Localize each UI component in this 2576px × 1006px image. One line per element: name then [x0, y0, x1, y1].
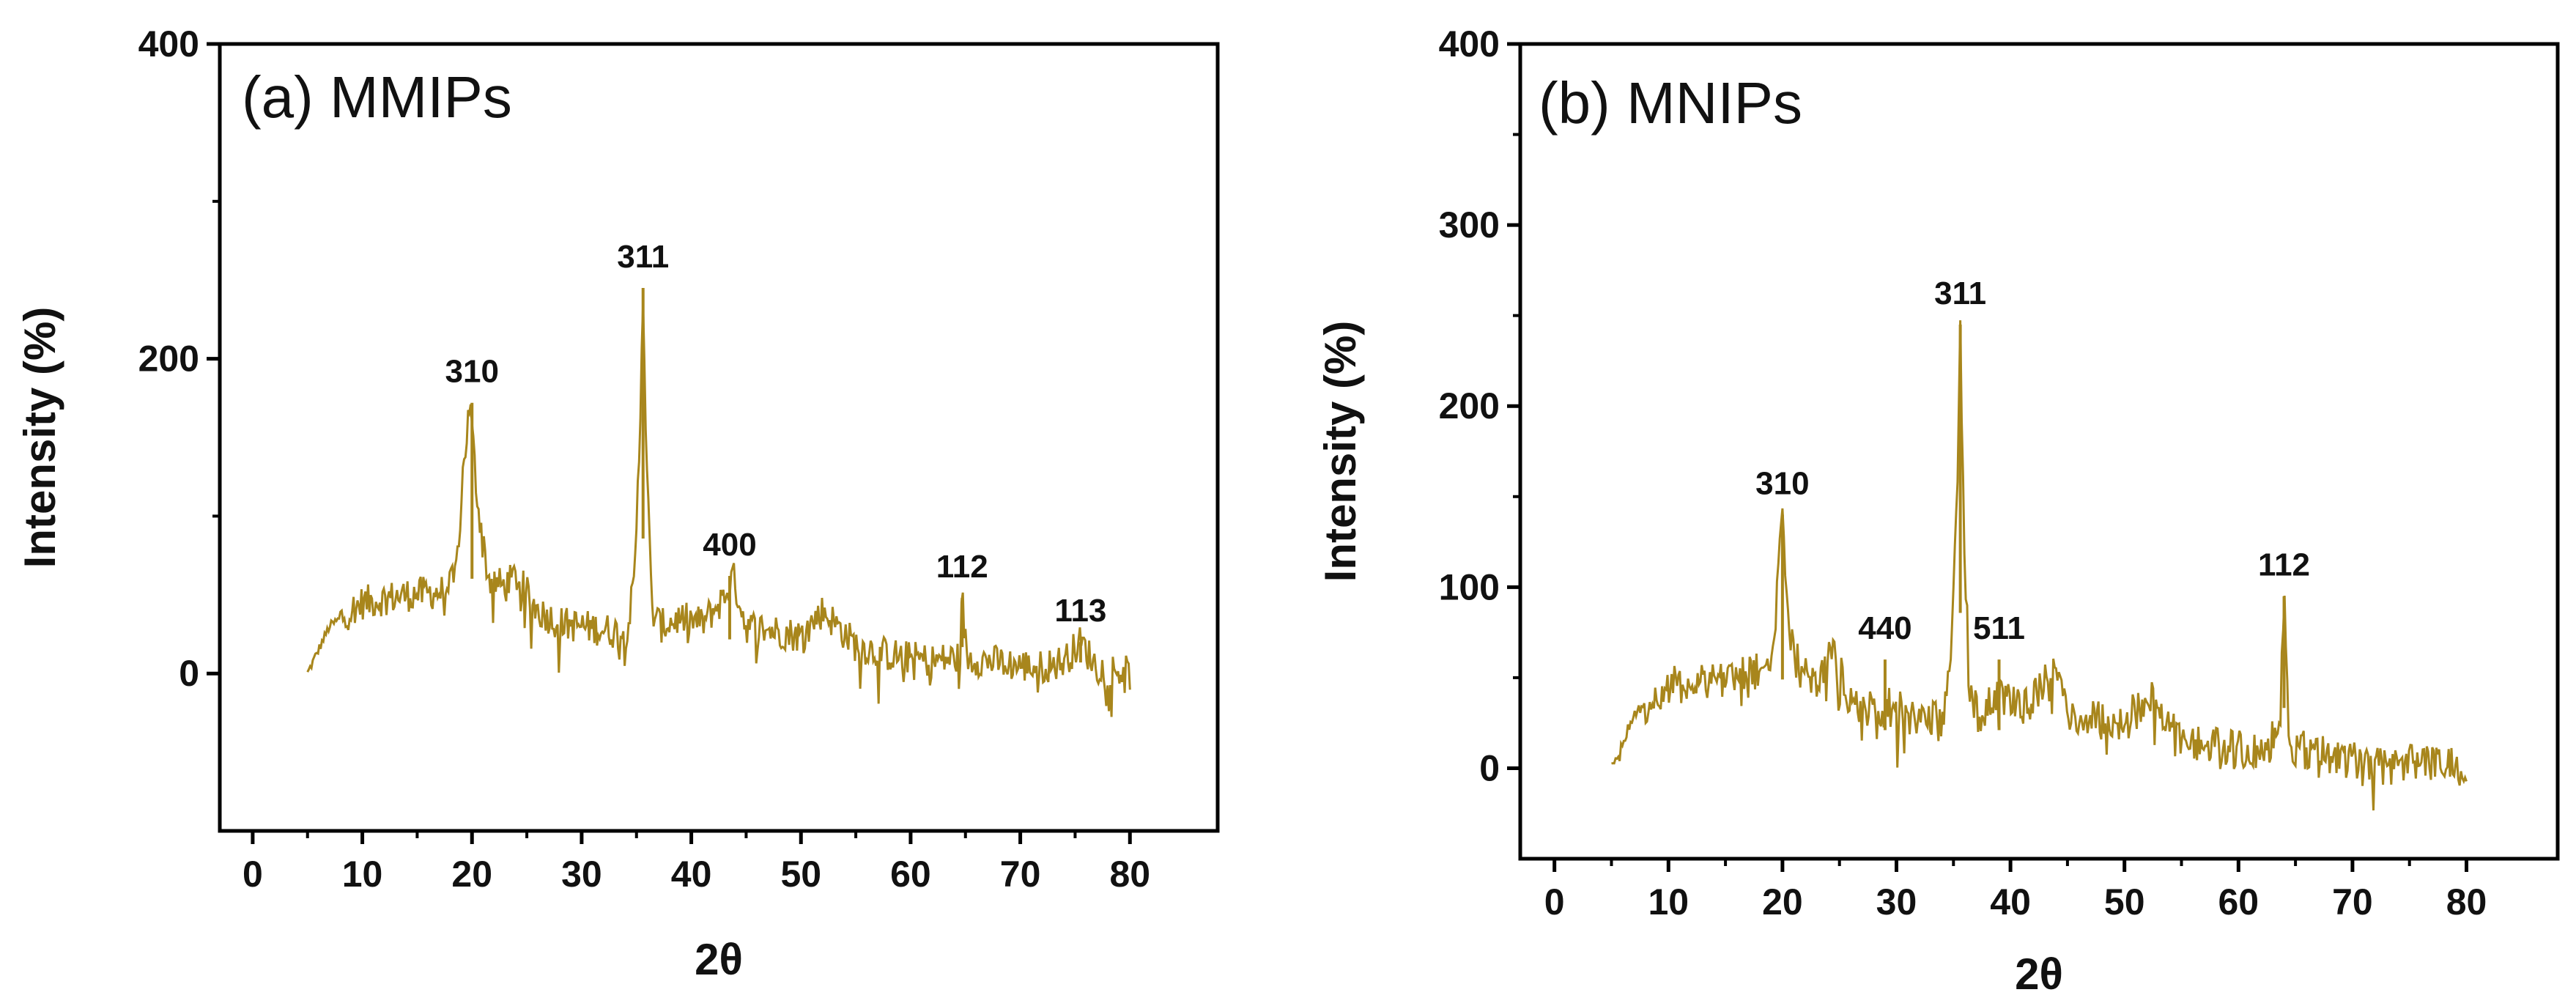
x-tick-label: 70	[2332, 881, 2373, 922]
xrd-series-line	[306, 304, 1131, 717]
y-axis-title: Intensity (%)	[1316, 321, 1365, 582]
x-tick-label: 70	[1000, 854, 1041, 895]
x-axis-title: 2θ	[695, 935, 743, 984]
x-tick-label: 30	[561, 854, 602, 895]
x-tick-label: 40	[1990, 881, 2031, 922]
x-tick-label: 20	[1762, 881, 1803, 922]
plot-frame	[218, 42, 1220, 833]
y-tick-label: 400	[1439, 23, 1500, 64]
peak-label: 113	[1054, 593, 1106, 629]
y-axis-ticks: 0 100 200 300 400	[1439, 23, 1520, 788]
peak-label: 400	[703, 527, 756, 563]
x-tick-label: 10	[1648, 881, 1689, 922]
panel-b-mnips: 0 10 20 30 40 50 60 70 80 0 100 200 300 400 310 311 44…	[1316, 23, 2560, 999]
x-tick-label: 50	[780, 854, 821, 895]
x-tick-label: 0	[243, 854, 263, 895]
peak-label: 440	[1858, 610, 1911, 646]
x-tick-label: 80	[2446, 881, 2487, 922]
peak-label: 311	[617, 239, 669, 275]
x-axis-title: 2θ	[2015, 950, 2063, 999]
xrd-series-line	[1611, 320, 2468, 811]
peak-label: 112	[2258, 547, 2310, 583]
x-tick-label: 0	[1544, 881, 1565, 922]
x-tick-label: 10	[342, 854, 383, 895]
x-tick-label: 60	[2218, 881, 2259, 922]
y-tick-label: 0	[1479, 747, 1500, 788]
plot-frame	[1518, 42, 2560, 861]
x-tick-label: 80	[1109, 854, 1150, 895]
y-tick-label: 300	[1439, 204, 1500, 245]
x-tick-label: 30	[1876, 881, 1917, 922]
panel-a-mmips: 0 10 20 30 40 50 60 70 80 0 200 400 310 311 400 112 11…	[15, 23, 1220, 984]
panel-title: (a) MMIPs	[242, 64, 512, 130]
y-axis-ticks: 0 200 400	[138, 23, 220, 694]
panel-title: (b) MNIPs	[1539, 70, 1802, 136]
x-tick-label: 40	[671, 854, 712, 895]
peak-label: 310	[1755, 465, 1809, 501]
y-tick-label: 0	[179, 653, 199, 694]
y-tick-label: 400	[138, 23, 199, 64]
x-tick-label: 20	[451, 854, 492, 895]
x-tick-label: 60	[890, 854, 931, 895]
peak-label: 511	[1973, 610, 2025, 646]
x-axis-ticks: 0 10 20 30 40 50 60 70 80	[243, 831, 1150, 895]
x-axis-ticks: 0 10 20 30 40 50 60 70 80	[1544, 859, 2487, 922]
peak-labels: 310 311 400 112 113	[445, 239, 1107, 629]
y-tick-label: 100	[1439, 566, 1500, 607]
peak-label: 311	[1934, 275, 1986, 311]
y-tick-label: 200	[1439, 385, 1500, 426]
peak-labels: 310 311 440 511 112	[1755, 275, 2310, 646]
y-axis-title: Intensity (%)	[15, 307, 64, 569]
x-tick-label: 50	[2104, 881, 2145, 922]
y-tick-label: 200	[138, 339, 199, 380]
peak-label: 112	[936, 549, 988, 585]
peak-label: 310	[445, 354, 499, 390]
